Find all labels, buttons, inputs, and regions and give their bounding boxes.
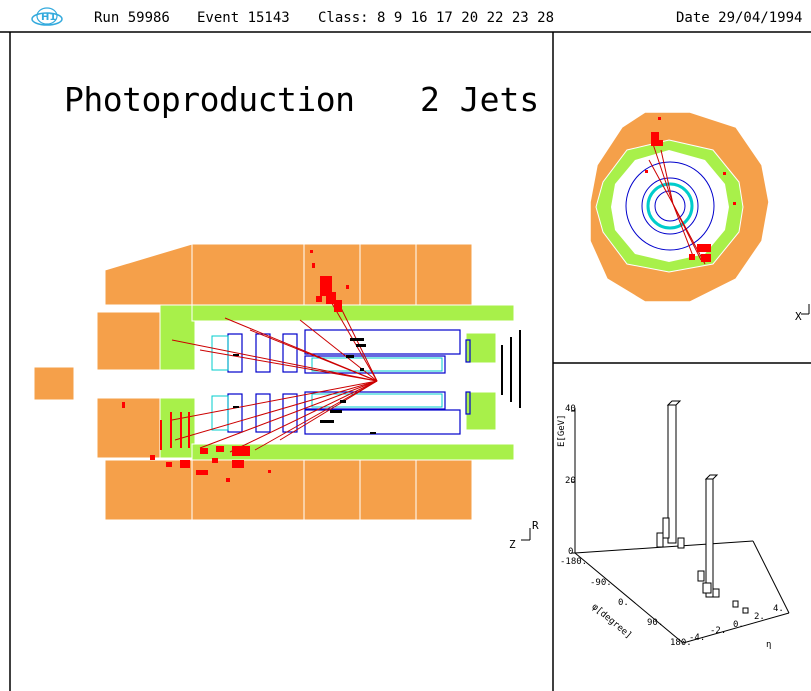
trigger-class: Class: 8 9 16 17 20 22 23 28 [318,10,555,26]
lego-phi-tick-2: -90. [590,578,612,588]
lego-y-axis-label: E[GeV] [557,414,567,447]
lego-plot [571,400,790,644]
energy-deposits [122,250,349,482]
lego-y-tick-40: 40 [565,404,576,414]
event-number: Event 15143 [197,10,290,26]
z-axis-label: Z [509,538,516,551]
lego-eta-tick-4: 2. [754,612,765,622]
lego-y-tick-20: 20 [565,476,576,486]
view-subtitle: 2 Jets [420,80,540,119]
h1-logo-icon: H1 [31,7,63,26]
hadronic-calorimeter [33,243,473,521]
event-date: Date 29/04/1994 [676,10,803,26]
lego-eta-tick-5: 4. [773,604,784,614]
rz-axis-icon [521,528,531,541]
lego-phi-tick-1: -180. [560,557,588,567]
xy-axis-icon [801,304,810,315]
lego-towers [656,400,749,614]
detector-side-view [33,243,531,541]
lego-eta-tick-2: -2. [710,626,727,636]
run-number: Run 59986 [94,10,170,26]
lego-y-tick-0: 0 [568,547,574,557]
em-calorimeter [159,304,515,461]
event-header: H1 Run 59986 Event 15143 Class: 8 9 16 1… [0,0,811,32]
lego-eta-tick-3: 0. [733,620,744,630]
lego-eta-axis-label: η [766,640,772,650]
r-axis-label: R [532,519,539,532]
detector-radial-view [589,111,810,315]
particle-tracks [171,299,378,453]
lego-phi-tick-4: 90. [647,618,664,628]
svg-text:H1: H1 [41,12,56,23]
x-axis-label: X [795,310,802,323]
lego-eta-tick-1: -4. [689,633,706,643]
lego-phi-tick-5: 180. [670,638,692,648]
view-title: Photoproduction [64,80,355,119]
lego-phi-tick-3: 0. [618,598,629,608]
